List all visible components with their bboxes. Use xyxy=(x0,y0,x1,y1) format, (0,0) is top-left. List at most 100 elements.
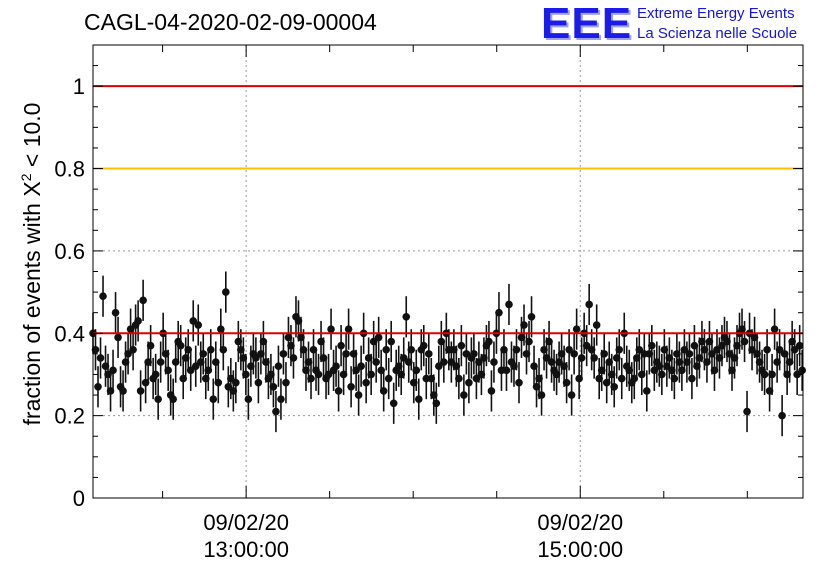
data-point xyxy=(342,350,350,358)
data-point xyxy=(460,391,468,399)
data-point xyxy=(374,333,383,342)
data-point xyxy=(324,370,333,379)
data-point xyxy=(194,321,203,329)
data-point xyxy=(685,350,694,358)
data-point xyxy=(770,325,779,333)
data-points xyxy=(89,271,806,437)
data-point xyxy=(585,300,593,309)
data-point xyxy=(344,325,353,333)
data-point xyxy=(134,317,142,325)
eee-logo: EEE Extreme Energy Events La Scienza nel… xyxy=(541,2,831,46)
data-point xyxy=(169,395,177,403)
data-point xyxy=(600,350,608,358)
data-point xyxy=(337,341,345,350)
logo-line-1: Extreme Energy Events xyxy=(637,5,795,22)
plot-frame xyxy=(92,44,804,499)
data-point xyxy=(96,354,105,362)
data-point xyxy=(570,350,578,358)
data-point xyxy=(156,358,165,366)
data-point xyxy=(244,395,253,403)
data-point xyxy=(219,345,228,354)
data-point xyxy=(146,341,155,350)
data-point xyxy=(111,308,120,317)
data-point xyxy=(635,345,644,354)
data-point xyxy=(272,407,280,416)
data-point xyxy=(399,354,408,362)
data-point xyxy=(520,321,528,329)
data-point xyxy=(527,313,536,321)
data-point xyxy=(455,374,463,383)
data-point xyxy=(206,345,215,354)
data-point xyxy=(347,383,355,391)
data-point xyxy=(384,374,393,383)
y-tick-label: 0.8 xyxy=(54,157,85,182)
data-point xyxy=(357,362,365,371)
data-point xyxy=(435,362,443,371)
data-point xyxy=(119,387,127,395)
data-point xyxy=(94,383,102,391)
data-point xyxy=(136,387,145,395)
data-point xyxy=(572,325,581,333)
x-tick-label-time: 13:00:00 xyxy=(203,537,289,562)
y-tick-label: 0 xyxy=(73,486,85,511)
data-point xyxy=(372,358,380,366)
data-point xyxy=(688,374,696,383)
data-point xyxy=(515,378,523,387)
data-point xyxy=(440,358,448,366)
data-point xyxy=(567,391,576,399)
data-point xyxy=(387,337,396,346)
data-point xyxy=(495,308,503,317)
data-point xyxy=(643,387,651,395)
data-point xyxy=(485,337,493,346)
data-point xyxy=(352,366,360,375)
data-point xyxy=(154,395,162,403)
data-point xyxy=(615,345,624,354)
axis-ticks xyxy=(93,45,803,499)
data-point xyxy=(327,325,335,333)
data-point xyxy=(658,370,666,379)
data-point xyxy=(129,345,137,354)
x-tick-label-date: 09/02/20 xyxy=(537,510,623,535)
y-tick-label: 0.6 xyxy=(54,239,85,264)
data-point xyxy=(334,387,343,395)
data-point xyxy=(289,354,298,362)
data-point xyxy=(176,341,185,350)
data-point xyxy=(282,378,290,387)
data-point xyxy=(525,337,533,346)
data-point xyxy=(151,370,160,379)
data-point xyxy=(91,345,100,354)
y-axis-label: fraction of events with X2 < 10.0 xyxy=(18,103,45,426)
data-point xyxy=(139,296,147,305)
data-point xyxy=(232,378,240,387)
data-point xyxy=(307,374,315,383)
data-point xyxy=(164,366,172,375)
data-point xyxy=(382,345,390,354)
data-point xyxy=(793,370,801,379)
data-point xyxy=(367,370,375,379)
data-point xyxy=(354,391,363,399)
data-point xyxy=(186,366,195,375)
data-point xyxy=(389,399,398,408)
data-point xyxy=(763,345,771,354)
data-point xyxy=(512,345,521,354)
data-point xyxy=(332,362,340,371)
data-point xyxy=(490,358,498,366)
data-point xyxy=(562,378,571,387)
data-point xyxy=(565,345,573,354)
data-point xyxy=(795,341,804,350)
data-point xyxy=(424,350,433,358)
data-point xyxy=(222,288,230,296)
reference-lines xyxy=(93,85,803,170)
logo-line-2: La Scienza nelle Scuole xyxy=(637,25,798,42)
data-point xyxy=(798,366,806,375)
data-point xyxy=(648,341,656,350)
data-point xyxy=(432,399,441,408)
data-point xyxy=(274,362,283,371)
data-point xyxy=(768,370,776,379)
data-point xyxy=(407,345,416,354)
data-point xyxy=(457,341,466,350)
data-point xyxy=(502,366,511,375)
data-point xyxy=(778,411,786,420)
data-point xyxy=(592,321,601,329)
data-point xyxy=(314,370,323,379)
